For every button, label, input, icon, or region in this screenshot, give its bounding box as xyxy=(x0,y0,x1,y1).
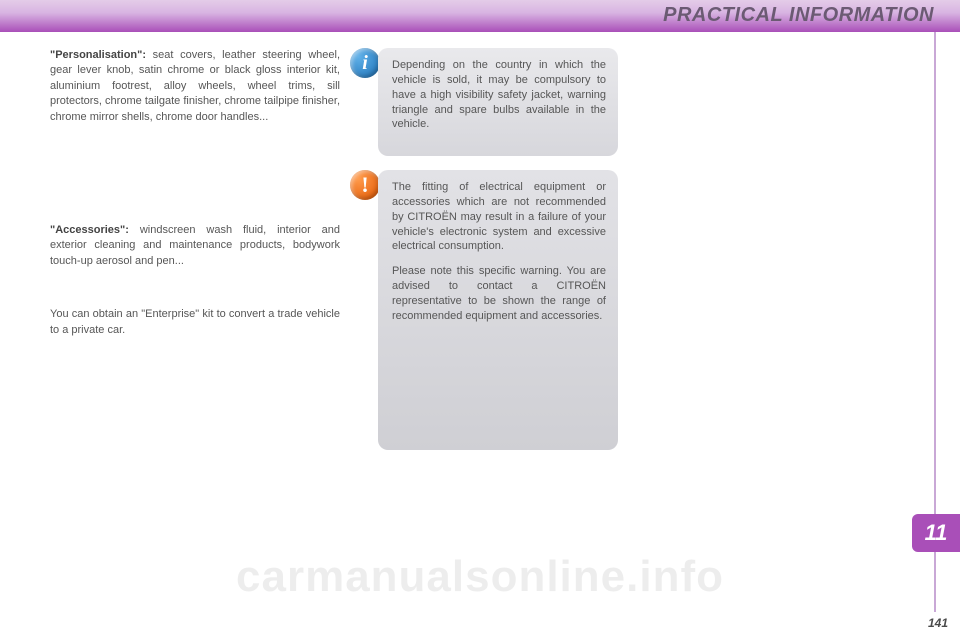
accessories-label: "Accessories": xyxy=(50,224,129,236)
header-title: PRACTICAL INFORMATION xyxy=(663,4,934,27)
warning-icon-glyph: ! xyxy=(361,172,368,198)
info-box-text: Depending on the country in which the ve… xyxy=(392,58,606,132)
chapter-badge: 11 xyxy=(912,514,960,552)
info-icon-glyph: i xyxy=(362,52,368,75)
personalisation-label: "Personalisation": xyxy=(50,49,146,61)
spacer xyxy=(50,143,340,223)
spacer xyxy=(50,287,340,307)
page-number: 141 xyxy=(928,616,948,630)
page: PRACTICAL INFORMATION "Personalisation":… xyxy=(0,0,960,640)
accessories-paragraph: "Accessories": windscreen wash fluid, in… xyxy=(50,223,340,269)
warning-box-para2: Please note this specific warning. You a… xyxy=(392,264,606,323)
personalisation-paragraph: "Personalisation": seat covers, leather … xyxy=(50,48,340,125)
info-icon: i xyxy=(350,48,380,78)
chapter-number: 11 xyxy=(925,520,948,546)
watermark: carmanualsonline.info xyxy=(0,552,960,602)
enterprise-paragraph: You can obtain an "Enterprise" kit to co… xyxy=(50,307,340,338)
warning-icon: ! xyxy=(350,170,380,200)
info-box: Depending on the country in which the ve… xyxy=(378,48,618,156)
warning-box: The fitting of electrical equipment or a… xyxy=(378,170,618,450)
left-column: "Personalisation": seat covers, leather … xyxy=(50,48,340,356)
warning-box-para1: The fitting of electrical equipment or a… xyxy=(392,180,606,254)
